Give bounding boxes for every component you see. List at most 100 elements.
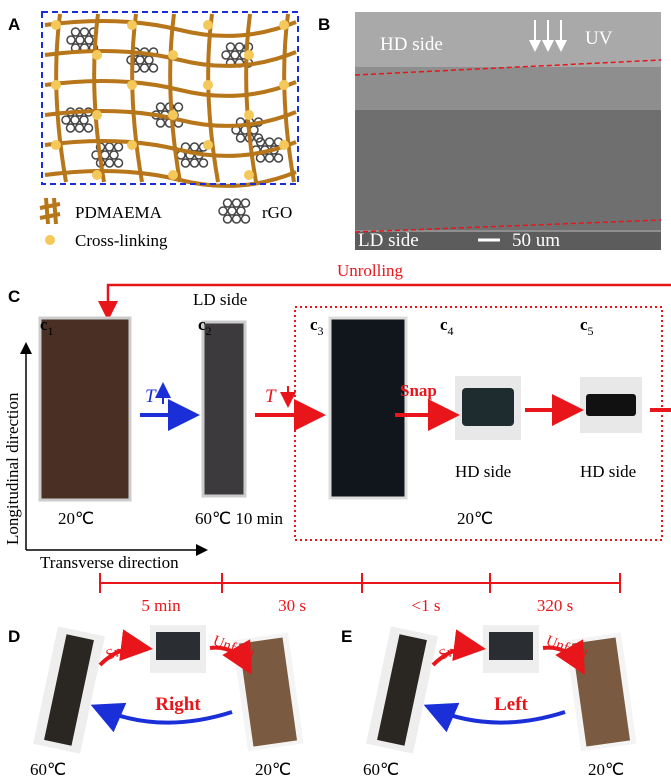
- crosslink: [51, 140, 61, 150]
- network-schematic: [45, 14, 296, 186]
- polymer-chain: [132, 14, 142, 182]
- duration-label: 30 s: [278, 596, 306, 615]
- rgo-ring: [237, 134, 245, 142]
- rgo-ring: [227, 43, 235, 51]
- sample: [586, 394, 636, 416]
- rgo-ring: [62, 116, 70, 124]
- rgo-ring: [81, 28, 89, 36]
- rgo-ring: [67, 124, 75, 132]
- snap-label: Snap: [104, 638, 138, 663]
- rgo-ring: [237, 207, 245, 215]
- rgo-ring: [224, 199, 232, 207]
- unfold-label: Unfold: [544, 633, 590, 664]
- panel-letter: A: [8, 15, 20, 34]
- rgo-ring: [80, 116, 88, 124]
- step-label: c3: [310, 315, 324, 338]
- step-subscript: 4: [448, 324, 454, 338]
- rgo-ring: [106, 159, 114, 167]
- rgo-ring: [224, 215, 232, 223]
- rgo-ring: [115, 159, 123, 167]
- step-subscript: 1: [48, 324, 54, 338]
- crosslink: [168, 110, 178, 120]
- side-label: HD side: [455, 462, 511, 481]
- rgo-ring: [145, 56, 153, 64]
- crosslink: [51, 80, 61, 90]
- rgo-ring: [222, 51, 230, 59]
- sem-label: UV: [585, 28, 613, 49]
- temperature: 60℃: [30, 760, 66, 779]
- rgo-ring: [233, 215, 241, 223]
- rgo-ring: [72, 28, 80, 36]
- sample-photo: [330, 318, 406, 498]
- sample-photo: [40, 318, 130, 500]
- temperature: 20℃: [457, 509, 493, 528]
- rgo-ring: [157, 103, 165, 111]
- sample: [156, 632, 200, 660]
- temperature: 20℃: [588, 760, 624, 779]
- legend-rgo-icon: [219, 199, 250, 223]
- panel-letter: D: [8, 627, 20, 646]
- figure: A PDMAEMA rGO Cross-linking B HD side UV…: [0, 0, 671, 780]
- polymer-chain: [45, 141, 296, 156]
- crosslink: [92, 110, 102, 120]
- rgo-ring: [228, 207, 236, 215]
- step-label: c4: [440, 315, 454, 338]
- crosslink: [127, 80, 137, 90]
- sem-porous-layer: [355, 110, 661, 230]
- rgo-ring: [182, 159, 190, 167]
- polymer-chain: [284, 14, 294, 182]
- panel-letter: C: [8, 287, 20, 306]
- rgo-ring: [236, 43, 244, 51]
- sample-photo: [203, 322, 245, 496]
- duration-label: 320 s: [537, 596, 573, 615]
- step-subscript: 3: [318, 324, 324, 338]
- rgo-ring: [110, 151, 118, 159]
- rgo-ring: [85, 36, 93, 44]
- polymer-chain: [94, 14, 104, 182]
- rgo-ring: [231, 51, 239, 59]
- axis-label: Transverse direction: [40, 553, 179, 572]
- temperature: 60℃ 10 min: [195, 509, 284, 528]
- step-subscript: 5: [588, 324, 594, 338]
- panel-letter: B: [318, 15, 330, 34]
- legend-label: PDMAEMA: [75, 203, 163, 222]
- side-label: HD side: [580, 462, 636, 481]
- step-subscript: 2: [206, 324, 212, 338]
- sample: [489, 632, 533, 660]
- rgo-ring: [266, 138, 274, 146]
- side-label: LD side: [193, 290, 247, 309]
- unrolling-label: Unrolling: [337, 261, 404, 280]
- direction-label: Right: [155, 694, 201, 715]
- crosslink: [168, 170, 178, 180]
- snap-label: Snap: [400, 381, 437, 400]
- temperature: 60℃: [363, 760, 399, 779]
- crosslink: [203, 20, 213, 30]
- crosslink: [168, 50, 178, 60]
- polymer-chain: [56, 14, 66, 182]
- rgo-ring: [233, 199, 241, 207]
- crosslink: [203, 140, 213, 150]
- direction-label: Left: [494, 694, 528, 715]
- crosslink: [279, 140, 289, 150]
- crosslink: [92, 50, 102, 60]
- crosslink: [244, 50, 254, 60]
- unfold-label: Unfold: [211, 633, 257, 664]
- crosslink: [51, 20, 61, 30]
- sem-label: LD side: [358, 230, 419, 251]
- scale-label: 50 um: [512, 230, 560, 251]
- rgo-ring: [136, 56, 144, 64]
- crosslink: [244, 170, 254, 180]
- rgo-ring: [150, 64, 158, 72]
- legend-label: rGO: [262, 203, 292, 222]
- panel-letter: E: [341, 627, 352, 646]
- rgo-ring: [250, 126, 258, 134]
- crosslink: [92, 170, 102, 180]
- rgo-ring: [191, 143, 199, 151]
- crosslink: [279, 80, 289, 90]
- rgo-ring: [67, 36, 75, 44]
- rgo-ring: [266, 154, 274, 162]
- legend-network-icon: [40, 198, 60, 224]
- temperature: 20℃: [58, 509, 94, 528]
